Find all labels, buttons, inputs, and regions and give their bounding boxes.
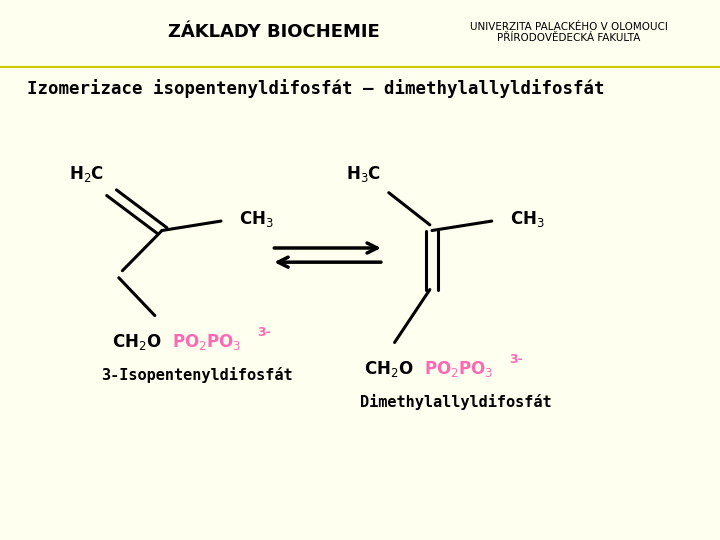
Text: H$_2$C: H$_2$C [69,164,104,184]
Text: CH$_2$O: CH$_2$O [112,333,161,353]
Text: ZÁKLADY BIOCHEMIE: ZÁKLADY BIOCHEMIE [168,23,379,42]
Text: Dimethylallyldifosfát: Dimethylallyldifosfát [360,394,552,409]
Text: CH$_2$O: CH$_2$O [364,360,413,380]
Text: Izomerizace isopentenyldifosfát – dimethylallyldifosfát: Izomerizace isopentenyldifosfát – dimeth… [27,79,605,98]
Text: PO$_2$PO$_3$: PO$_2$PO$_3$ [172,333,241,353]
Text: UNIVERZITA PALACKÉHO V OLOMOUCI
PŘÍRODOVĚDECKÁ FAKULTA: UNIVERZITA PALACKÉHO V OLOMOUCI PŘÍRODOV… [470,22,667,43]
Text: 3-: 3- [257,326,271,339]
Text: 3-: 3- [509,353,523,366]
Text: CH$_3$: CH$_3$ [239,208,274,229]
Text: CH$_3$: CH$_3$ [510,208,544,229]
Text: 3-Isopentenyldifosfát: 3-Isopentenyldifosfát [101,367,292,383]
Text: H$_3$C: H$_3$C [346,164,382,184]
Text: PO$_2$PO$_3$: PO$_2$PO$_3$ [424,360,493,380]
